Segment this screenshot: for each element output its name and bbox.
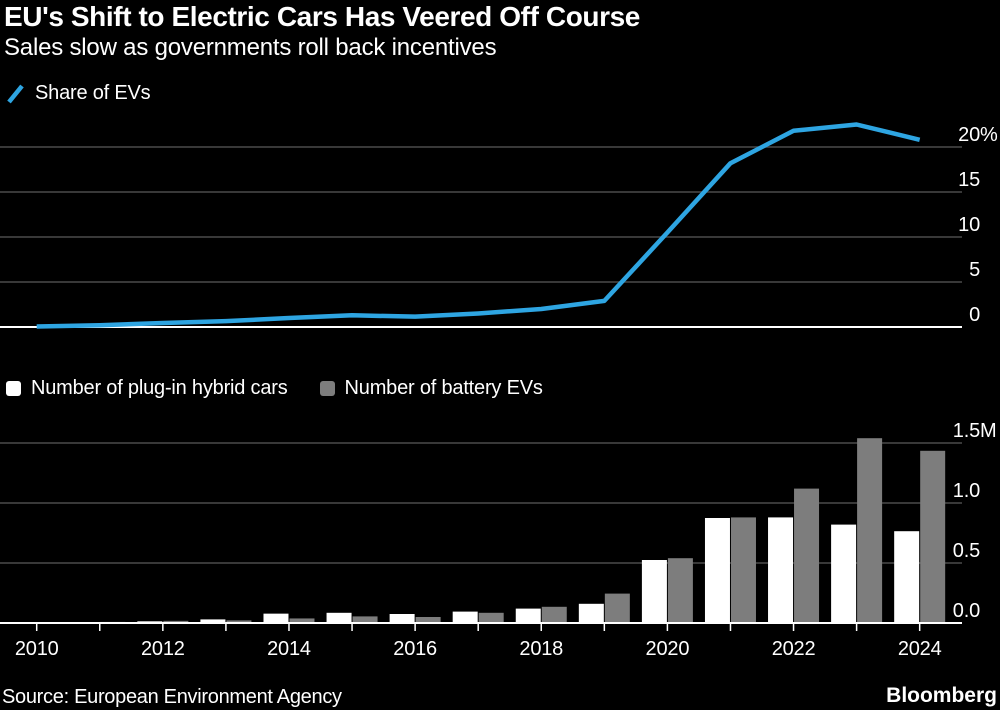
y-axis-unit-label: M xyxy=(980,420,996,442)
phev-bar xyxy=(452,611,478,623)
line-legend-label: Share of EVs xyxy=(35,82,151,104)
y-axis-tick-label: 0 xyxy=(969,304,980,326)
ev-share-line xyxy=(36,122,921,329)
bev-bar xyxy=(163,620,189,623)
bev-bar xyxy=(541,606,567,623)
y-axis-tick-label: 5 xyxy=(969,259,980,281)
y-axis-tick-label: 0.5 xyxy=(953,540,980,562)
bev-bar xyxy=(352,616,378,623)
x-axis-year-label: 2024 xyxy=(898,638,942,660)
phev-bar xyxy=(389,614,415,623)
bev-swatch-icon xyxy=(319,381,335,396)
y-axis-tick-label: 1.5 xyxy=(953,420,980,442)
y-axis-tick-label: 20 xyxy=(958,124,980,146)
phev-bar xyxy=(704,518,730,623)
x-axis-year-label: 2018 xyxy=(519,638,563,660)
phev-bar xyxy=(894,531,920,623)
line-legend: Share of EVs xyxy=(6,82,151,105)
y-axis-tick-label: 1.0 xyxy=(953,480,980,502)
x-axis-year-label: 2022 xyxy=(772,638,816,660)
bloomberg-logo: Bloomberg xyxy=(886,684,997,707)
x-axis-year-label: 2014 xyxy=(267,638,311,660)
chart-title: EU's Shift to Electric Cars Has Veered O… xyxy=(4,1,640,32)
y-axis-unit-label: % xyxy=(980,124,998,146)
phev-bar xyxy=(326,612,352,623)
bev-bar xyxy=(920,450,946,623)
y-axis-tick-label: 15 xyxy=(958,169,980,191)
phev-bar xyxy=(578,603,604,623)
y-axis-tick-label: 0.0 xyxy=(953,600,980,622)
phev-bar xyxy=(768,517,794,623)
bev-bar xyxy=(604,593,630,623)
phev-bar xyxy=(641,560,667,623)
bar-legend: Number of plug-in hybrid cars Number of … xyxy=(6,377,543,400)
bev-bar xyxy=(667,558,693,623)
x-axis-year-label: 2010 xyxy=(15,638,59,660)
phev-swatch-icon xyxy=(6,381,21,396)
bev-bar xyxy=(289,618,315,623)
source-note: Source: European Environment Agency xyxy=(2,686,342,708)
bev-legend-label: Number of battery EVs xyxy=(344,377,543,399)
x-axis-year-label: 2020 xyxy=(646,638,690,660)
bev-bar xyxy=(478,612,504,623)
phev-bar xyxy=(200,619,226,623)
phev-bar xyxy=(831,524,857,623)
bev-bar xyxy=(730,517,756,623)
phev-bar xyxy=(263,613,289,623)
line-series-icon xyxy=(7,84,24,103)
bev-bar xyxy=(794,488,820,623)
phev-legend-label: Number of plug-in hybrid cars xyxy=(31,377,288,399)
chart-subtitle: Sales slow as governments roll back ince… xyxy=(4,34,497,61)
phev-bar xyxy=(515,608,541,623)
bev-bar xyxy=(415,617,441,623)
x-axis-year-label: 2012 xyxy=(141,638,185,660)
y-axis-tick-label: 10 xyxy=(958,214,980,236)
bev-bar xyxy=(226,620,252,623)
x-axis-year-label: 2016 xyxy=(393,638,437,660)
bev-bar xyxy=(857,438,883,623)
